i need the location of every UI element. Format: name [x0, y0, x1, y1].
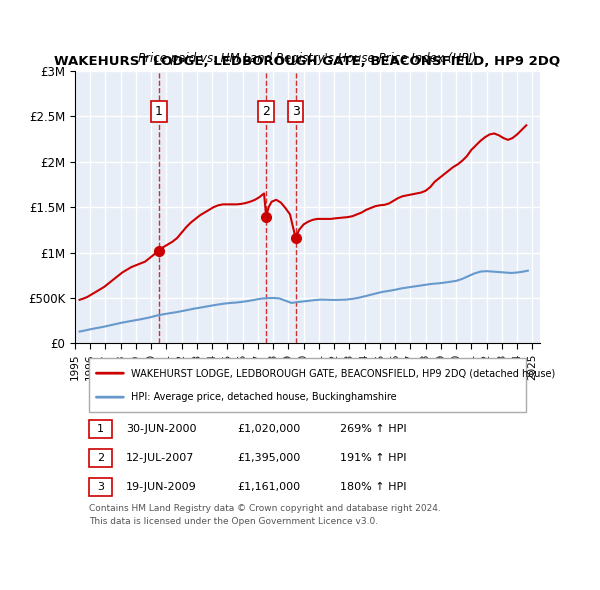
Text: £1,395,000: £1,395,000 — [238, 453, 301, 463]
Text: 2: 2 — [97, 453, 104, 463]
Text: 3: 3 — [292, 105, 299, 118]
Text: 30-JUN-2000: 30-JUN-2000 — [126, 424, 197, 434]
Title: WAKEHURST LODGE, LEDBOROUGH GATE, BEACONSFIELD, HP9 2DQ: WAKEHURST LODGE, LEDBOROUGH GATE, BEACON… — [55, 55, 560, 68]
Text: Contains HM Land Registry data © Crown copyright and database right 2024.: Contains HM Land Registry data © Crown c… — [89, 504, 440, 513]
FancyBboxPatch shape — [89, 358, 526, 412]
Text: Price paid vs. HM Land Registry's House Price Index (HPI): Price paid vs. HM Land Registry's House … — [138, 53, 477, 65]
FancyBboxPatch shape — [89, 449, 112, 467]
Text: 269% ↑ HPI: 269% ↑ HPI — [340, 424, 407, 434]
Text: 191% ↑ HPI: 191% ↑ HPI — [340, 453, 407, 463]
Text: £1,020,000: £1,020,000 — [238, 424, 301, 434]
Text: £1,161,000: £1,161,000 — [238, 482, 301, 492]
Text: 1: 1 — [97, 424, 104, 434]
Text: This data is licensed under the Open Government Licence v3.0.: This data is licensed under the Open Gov… — [89, 517, 378, 526]
FancyBboxPatch shape — [89, 478, 112, 496]
Text: 180% ↑ HPI: 180% ↑ HPI — [340, 482, 407, 492]
Text: 1: 1 — [155, 105, 163, 118]
Text: 19-JUN-2009: 19-JUN-2009 — [126, 482, 197, 492]
FancyBboxPatch shape — [89, 419, 112, 438]
Text: HPI: Average price, detached house, Buckinghamshire: HPI: Average price, detached house, Buck… — [131, 392, 397, 402]
Text: WAKEHURST LODGE, LEDBOROUGH GATE, BEACONSFIELD, HP9 2DQ (detached house): WAKEHURST LODGE, LEDBOROUGH GATE, BEACON… — [131, 368, 555, 378]
Text: 2: 2 — [262, 105, 270, 118]
Text: 3: 3 — [97, 482, 104, 492]
Text: 12-JUL-2007: 12-JUL-2007 — [126, 453, 194, 463]
